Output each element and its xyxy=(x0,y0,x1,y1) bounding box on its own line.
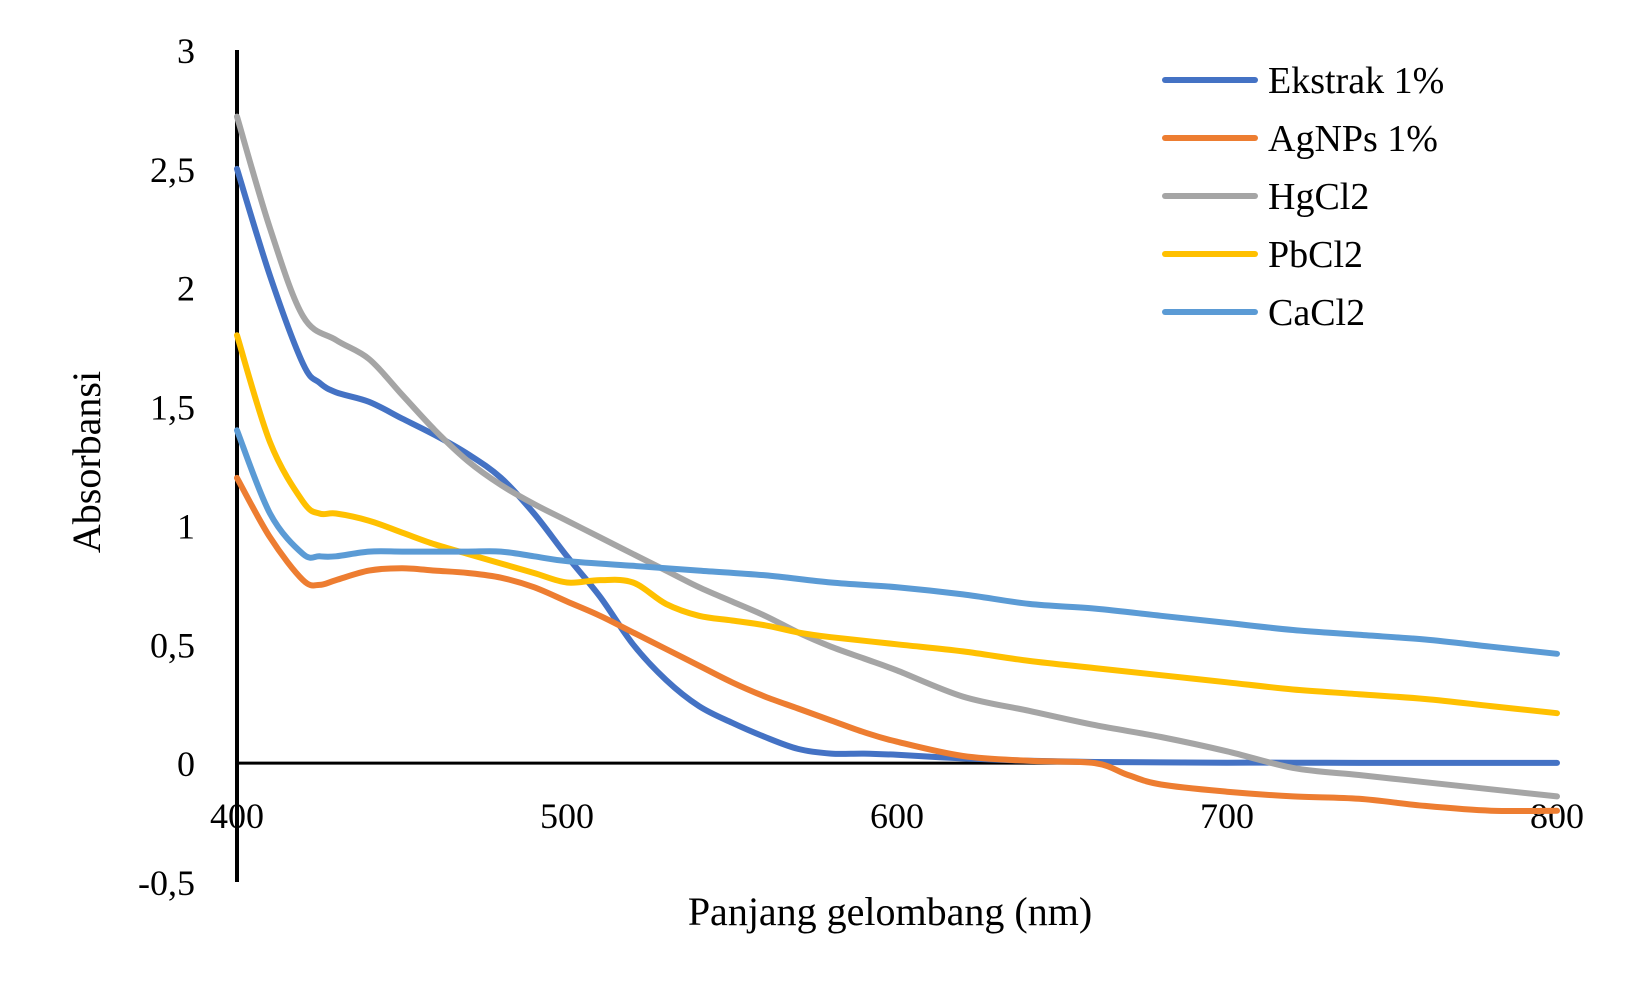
x-tick-label: 500 xyxy=(540,796,594,836)
y-tick-label: 1,5 xyxy=(150,388,195,428)
y-axis-title: Absorbansi xyxy=(64,371,109,553)
y-tick-label: 1 xyxy=(177,506,195,546)
series-line-pbcl2 xyxy=(234,332,1560,717)
y-tick-labels: -0,5 0 0,5 1 1,5 2 2,5 3 xyxy=(138,31,195,903)
legend-label: AgNPs 1% xyxy=(1268,118,1438,160)
x-axis-title: Panjang gelombang (nm) xyxy=(688,889,1092,934)
legend-item: AgNPs 1% xyxy=(1162,118,1438,160)
legend-item: PbCl2 xyxy=(1162,234,1363,276)
x-tick-label: 600 xyxy=(870,796,924,836)
legend-item: CaCl2 xyxy=(1162,292,1365,334)
legend-item: HgCl2 xyxy=(1162,176,1369,218)
legend-label: CaCl2 xyxy=(1268,292,1365,334)
y-tick-label: -0,5 xyxy=(138,863,195,903)
x-tick-label: 700 xyxy=(1200,796,1254,836)
legend-label: HgCl2 xyxy=(1268,176,1369,218)
legend-label: PbCl2 xyxy=(1268,234,1363,276)
legend-label: Ekstrak 1% xyxy=(1268,60,1444,102)
y-tick-label: 3 xyxy=(177,31,195,71)
y-tick-label: 0,5 xyxy=(150,625,195,665)
x-tick-labels: 400 500 600 700 800 xyxy=(210,796,1584,836)
y-tick-label: 2,5 xyxy=(150,150,195,190)
series-line-hgcl2 xyxy=(234,113,1560,800)
y-tick-label: 2 xyxy=(177,269,195,309)
legend-item: Ekstrak 1% xyxy=(1162,60,1444,102)
series-line-ekstrak-1 xyxy=(234,165,1560,766)
series-lines xyxy=(234,113,1560,815)
legend: Ekstrak 1% AgNPs 1% HgCl2 PbCl2 CaCl2 xyxy=(1162,60,1444,334)
x-tick-label: 800 xyxy=(1530,796,1584,836)
y-tick-label: 0 xyxy=(177,744,195,784)
series-line-cacl2 xyxy=(234,427,1560,657)
series-line-agnps-1 xyxy=(234,474,1560,815)
